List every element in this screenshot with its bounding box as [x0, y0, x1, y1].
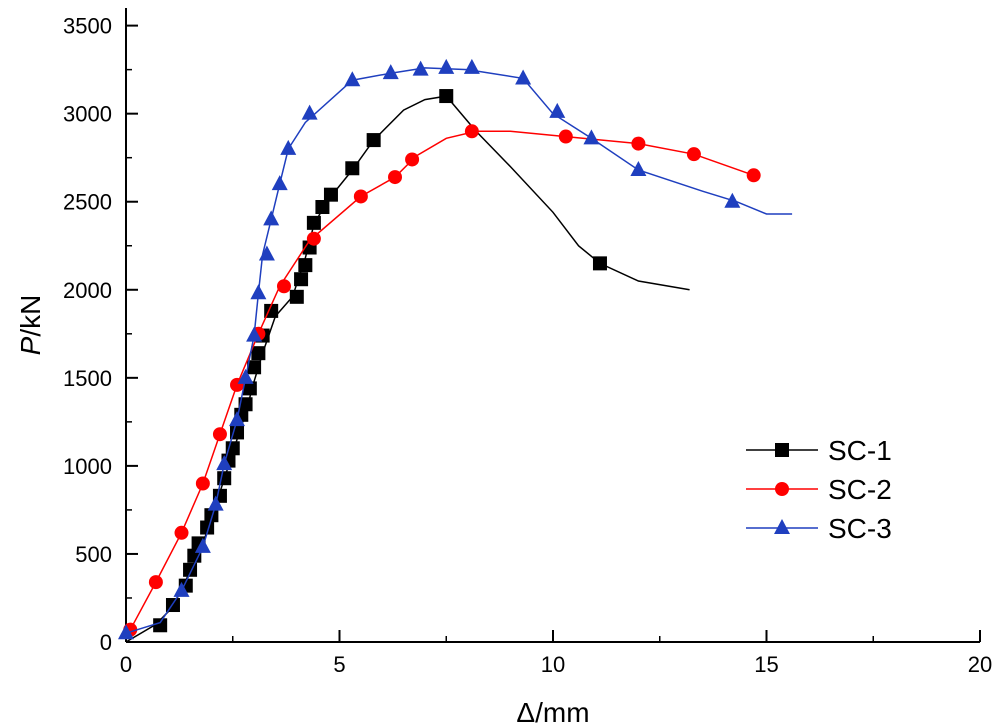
sc-2-point [405, 152, 420, 167]
sc-1-point [204, 508, 219, 523]
sc-1-point [251, 346, 266, 361]
sc-2-point [276, 279, 291, 294]
sc-1-point [298, 258, 313, 273]
sc-3-point [271, 175, 288, 191]
legend-marker-sc-2 [775, 482, 789, 496]
sc-3-point [301, 104, 318, 120]
sc-3-point [438, 58, 455, 74]
sc-2-point [686, 147, 701, 162]
sc-1-point [306, 215, 321, 230]
sc-2-point [195, 476, 210, 491]
sc-2-point [388, 170, 403, 185]
sc-2-point [148, 575, 163, 590]
y-tick-label: 2000 [63, 278, 112, 303]
sc-2-point [558, 129, 573, 144]
sc-3-point [630, 161, 647, 177]
series-sc-2 [123, 124, 761, 637]
sc-2-point [631, 136, 646, 151]
y-axis-title: P/kN [15, 295, 46, 356]
sc-2-point [464, 124, 479, 139]
sc-1-point [439, 89, 454, 104]
legend-marker-sc-3 [774, 519, 790, 534]
sc-1-point [217, 471, 232, 486]
sc-3-point [724, 192, 741, 208]
sc-3-point [207, 495, 224, 511]
sc-1-point [366, 133, 381, 148]
x-axis-title: Δ/mm [516, 697, 589, 728]
sc-3-point [173, 581, 190, 597]
x-tick-label: 0 [120, 652, 132, 677]
sc-3-point [250, 284, 267, 300]
sc-1-point [247, 360, 262, 375]
sc-1-point [200, 520, 215, 535]
series-sc-1 [125, 89, 690, 643]
sc-1-point [230, 425, 245, 440]
y-axis: 0 500 1000 1500 2000 2500 3000 3500 [63, 8, 138, 655]
sc-1-line [125, 95, 690, 643]
legend-label-sc-2: SC-2 [828, 474, 892, 505]
legend-label-sc-3: SC-3 [828, 513, 892, 544]
sc-3-point [463, 58, 480, 74]
sc-2-point [306, 231, 321, 246]
sc-3-point [118, 624, 134, 640]
sc-3-point [246, 326, 263, 342]
sc-1-point [315, 200, 330, 215]
sc-3-point [382, 64, 399, 80]
y-tick-label: 3000 [63, 102, 112, 127]
x-axis: 0 5 10 15 20 [120, 630, 992, 677]
y-tick-label: 2500 [63, 190, 112, 215]
y-tick-label: 1500 [63, 366, 112, 391]
series-layer [118, 58, 793, 643]
sc-2-point [353, 189, 368, 204]
sc-1-point [289, 289, 304, 304]
sc-3-point [229, 411, 246, 427]
y-tick-label: 3500 [63, 14, 112, 39]
sc-3-point [549, 102, 566, 118]
sc-3-point [258, 245, 275, 261]
legend-marker-sc-1 [775, 443, 789, 457]
sc-1-point [592, 256, 607, 271]
sc-3-point [216, 455, 233, 471]
x-tick-label: 10 [541, 652, 565, 677]
series-sc-3 [118, 58, 793, 640]
legend-label-sc-1: SC-1 [828, 435, 892, 466]
x-tick-label: 5 [333, 652, 345, 677]
legend: SC-1 SC-2 SC-3 [746, 435, 892, 544]
sc-2-line [129, 130, 754, 631]
sc-1-point [294, 272, 309, 287]
y-tick-label: 0 [100, 630, 112, 655]
sc-1-point [242, 381, 257, 396]
sc-3-point [194, 537, 211, 553]
sc-1-point [238, 397, 253, 412]
y-tick-label: 500 [75, 542, 112, 567]
sc-3-point [263, 210, 280, 226]
sc-2-point [174, 525, 189, 540]
sc-1-point [153, 618, 168, 633]
sc-2-point [746, 168, 761, 183]
sc-2-point [212, 427, 227, 442]
sc-1-point [323, 187, 338, 202]
sc-1-point [345, 161, 360, 176]
sc-3-point [237, 368, 254, 384]
sc-3-point [412, 60, 429, 76]
sc-3-point [583, 129, 600, 145]
sc-3-point [344, 71, 361, 87]
sc-3-point [280, 139, 297, 155]
sc-3-point [515, 69, 532, 85]
x-tick-label: 15 [754, 652, 778, 677]
x-tick-label: 20 [968, 652, 992, 677]
y-tick-label: 1000 [63, 454, 112, 479]
